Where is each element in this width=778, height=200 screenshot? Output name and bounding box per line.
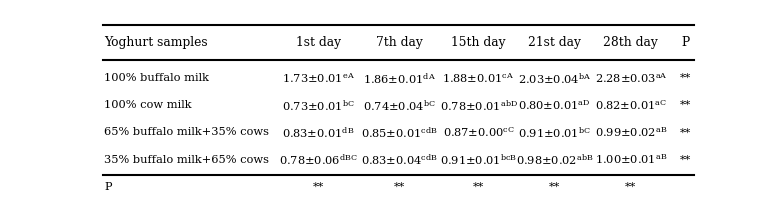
- Text: **: **: [313, 181, 324, 191]
- Text: 100% cow milk: 100% cow milk: [104, 100, 192, 110]
- Text: 100% buffalo milk: 100% buffalo milk: [104, 73, 209, 83]
- Text: **: **: [679, 73, 691, 83]
- Text: 0.82±0.01$^{\mathregular{aC}}$: 0.82±0.01$^{\mathregular{aC}}$: [594, 98, 667, 112]
- Text: **: **: [394, 181, 405, 191]
- Text: 0.98±0.02$^{\mathregular{abB}}$: 0.98±0.02$^{\mathregular{abB}}$: [516, 151, 594, 166]
- Text: 0.87±0.00$^{\mathregular{cC}}$: 0.87±0.00$^{\mathregular{cC}}$: [443, 125, 514, 139]
- Text: 21st day: 21st day: [528, 36, 581, 49]
- Text: **: **: [473, 181, 484, 191]
- Text: 0.73±0.01$^{\mathregular{bC}}$: 0.73±0.01$^{\mathregular{bC}}$: [282, 98, 355, 112]
- Text: 0.99±0.02$^{\mathregular{aB}}$: 0.99±0.02$^{\mathregular{aB}}$: [594, 125, 667, 139]
- Text: 15th day: 15th day: [451, 36, 506, 49]
- Text: 2.03±0.04$^{\mathregular{bA}}$: 2.03±0.04$^{\mathregular{bA}}$: [518, 71, 591, 85]
- Text: 0.91±0.01$^{\mathregular{bC}}$: 0.91±0.01$^{\mathregular{bC}}$: [518, 125, 591, 139]
- Text: **: **: [679, 154, 691, 164]
- Text: **: **: [679, 100, 691, 110]
- Text: Yoghurt samples: Yoghurt samples: [104, 36, 208, 49]
- Text: 1st day: 1st day: [296, 36, 341, 49]
- Text: 1.73±0.01$^{\mathregular{eA}}$: 1.73±0.01$^{\mathregular{eA}}$: [282, 71, 355, 85]
- Text: 0.78±0.01$^{\mathregular{abD}}$: 0.78±0.01$^{\mathregular{abD}}$: [440, 98, 517, 112]
- Text: 1.86±0.01$^{\mathregular{dA}}$: 1.86±0.01$^{\mathregular{dA}}$: [363, 71, 436, 85]
- Text: 0.85±0.01$^{\mathregular{cdB}}$: 0.85±0.01$^{\mathregular{cdB}}$: [361, 125, 438, 139]
- Text: P: P: [681, 36, 689, 49]
- Text: **: **: [626, 181, 636, 191]
- Text: 35% buffalo milk+65% cows: 35% buffalo milk+65% cows: [104, 154, 269, 164]
- Text: 7th day: 7th day: [377, 36, 423, 49]
- Text: 1.00±0.01$^{\mathregular{aB}}$: 1.00±0.01$^{\mathregular{aB}}$: [594, 152, 667, 166]
- Text: 28th day: 28th day: [604, 36, 658, 49]
- Text: **: **: [679, 127, 691, 137]
- Text: 2.28±0.03$^{\mathregular{aA}}$: 2.28±0.03$^{\mathregular{aA}}$: [594, 71, 668, 85]
- Text: 0.78±0.06$^{\mathregular{dBC}}$: 0.78±0.06$^{\mathregular{dBC}}$: [279, 151, 358, 166]
- Text: 1.88±0.01$^{\mathregular{cA}}$: 1.88±0.01$^{\mathregular{cA}}$: [443, 71, 515, 85]
- Text: 0.74±0.04$^{\mathregular{bC}}$: 0.74±0.04$^{\mathregular{bC}}$: [363, 98, 436, 112]
- Text: P: P: [104, 181, 112, 191]
- Text: 0.83±0.04$^{\mathregular{cdB}}$: 0.83±0.04$^{\mathregular{cdB}}$: [361, 151, 438, 166]
- Text: 0.80±0.01$^{\mathregular{aD}}$: 0.80±0.01$^{\mathregular{aD}}$: [518, 98, 591, 112]
- Text: **: **: [549, 181, 560, 191]
- Text: 0.83±0.01$^{\mathregular{dB}}$: 0.83±0.01$^{\mathregular{dB}}$: [282, 125, 355, 139]
- Text: 65% buffalo milk+35% cows: 65% buffalo milk+35% cows: [104, 127, 269, 137]
- Text: 0.91±0.01$^{\mathregular{bcB}}$: 0.91±0.01$^{\mathregular{bcB}}$: [440, 151, 517, 166]
